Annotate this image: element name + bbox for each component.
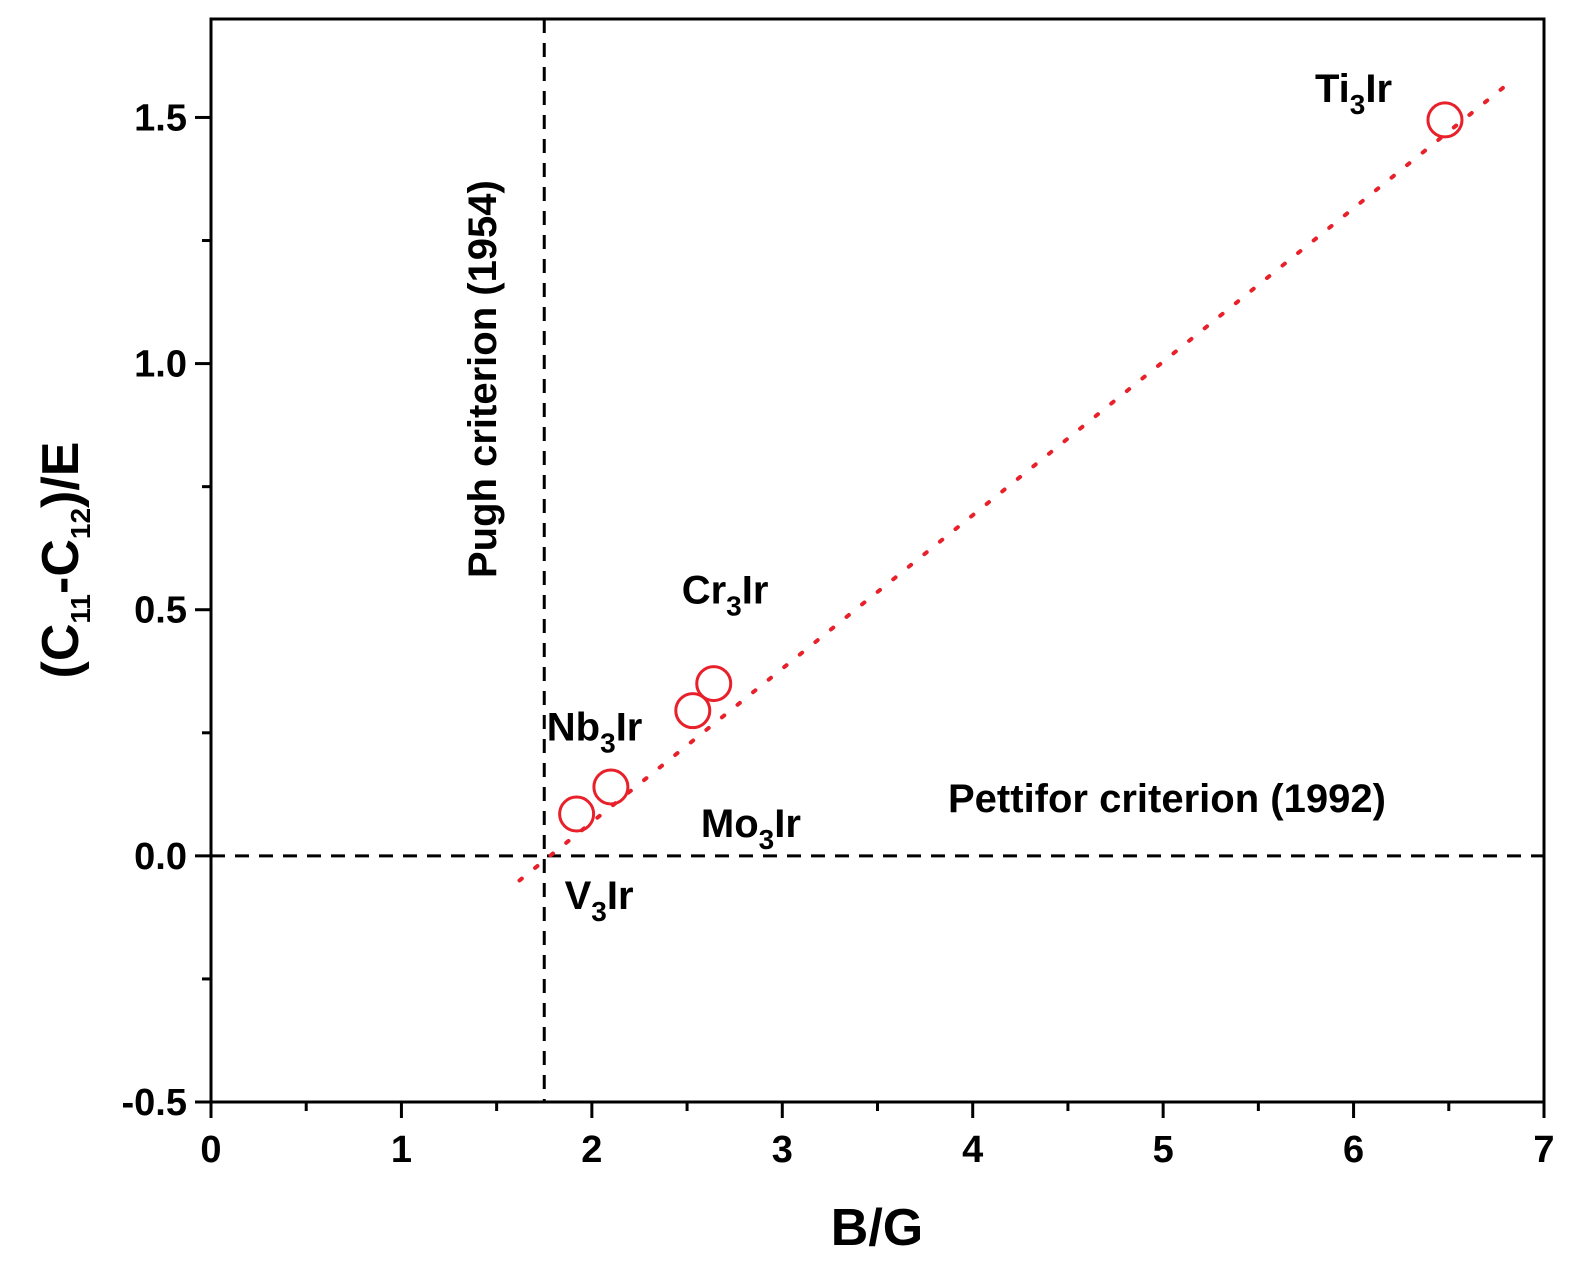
plot-area [209,17,1546,1104]
y-tick-label: -0.5 [122,1082,187,1124]
x-tick-label: 1 [391,1129,412,1171]
pettifor-criterion-label: Pettifor criterion (1992) [948,777,1386,821]
y-tick-label: 0.5 [134,590,187,632]
point-label-v3ir: V3Ir [565,874,634,927]
x-tick-label: 0 [200,1129,221,1171]
x-tick-label: 2 [581,1129,602,1171]
point-ti3ir [1426,101,1464,139]
y-axis-title: (C11-C12)/E [32,442,96,679]
fit-line-group [517,83,1508,883]
point-cr3ir [695,665,733,703]
data-points: V3Ir Mo3Ir Nb3Ir Cr3Ir Ti3Ir [547,67,1464,927]
y-tick-label: 1.0 [134,344,187,386]
point-label-ti3ir: Ti3Ir [1315,67,1392,120]
point-nb3ir [674,692,712,730]
reference-lines [211,19,1544,1102]
point-mo3ir [592,768,630,806]
x-tick-label: 3 [772,1129,793,1171]
point-v3ir [558,795,596,833]
point-label-mo3ir: Mo3Ir [701,802,801,855]
axis-ticks: 0 1 2 3 4 5 6 7 -0.5 0.0 0.5 1.0 1.5 [122,97,1555,1171]
point-label-nb3ir: Nb3Ir [547,706,643,759]
y-tick-label: 0.0 [134,836,187,878]
pugh-criterion-label: Pugh criterion (1954) [461,180,505,578]
x-axis-title: B/G [831,1199,923,1257]
x-tick-label: 4 [962,1129,983,1171]
fit-line [517,83,1508,883]
x-tick-label: 7 [1533,1129,1554,1171]
y-tick-label: 1.5 [134,97,187,139]
x-tick-label: 5 [1153,1129,1174,1171]
point-label-cr3ir: Cr3Ir [682,569,769,622]
x-tick-label: 6 [1343,1129,1364,1171]
